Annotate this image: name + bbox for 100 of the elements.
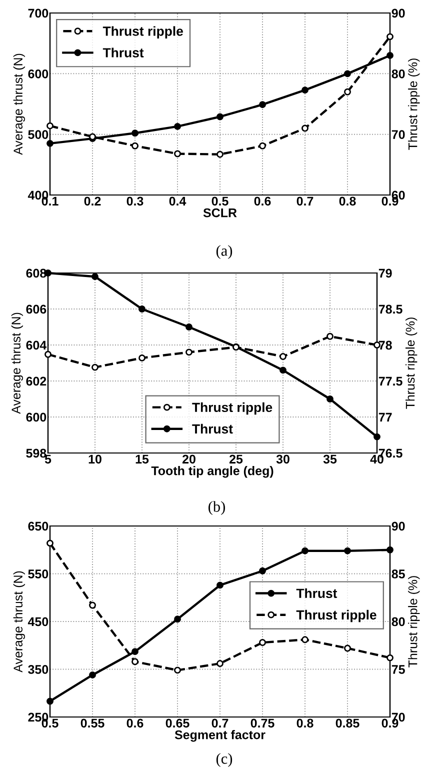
legend-label: Thrust ripple	[102, 26, 183, 38]
point	[302, 86, 308, 94]
y-tick-label: 550	[28, 570, 48, 578]
x-axis-title: Segment factor	[174, 730, 266, 742]
y-axis-title: Average thrust (N)	[11, 312, 23, 414]
y2-tick-label: 78.5	[378, 304, 402, 314]
legend-label: Thrust	[192, 424, 233, 434]
point	[344, 547, 351, 554]
point	[216, 113, 224, 120]
x-tick-label: 0.5	[212, 196, 228, 206]
point	[174, 150, 181, 158]
y2-tick-label: 77.5	[378, 376, 402, 386]
legend-label: Thrust ripple	[296, 610, 376, 622]
point	[132, 658, 138, 666]
y2-tick-label: 70	[392, 130, 405, 139]
point	[302, 636, 308, 644]
y-tick-label: 450	[28, 617, 48, 626]
x-tick-label: 0.75	[250, 718, 274, 728]
y2-axis-title: Thrust ripple (%)	[405, 318, 418, 409]
point	[186, 348, 192, 356]
y2-tick-label: 75	[392, 665, 405, 674]
point	[138, 306, 146, 312]
y-tick-label: 600	[26, 412, 46, 422]
point	[259, 142, 266, 150]
y-tick-label: 598	[26, 448, 46, 458]
x-axis-title: SCLR	[203, 208, 237, 218]
y-axis-title: Average thrust (N)	[13, 571, 25, 672]
x-tick-label: 0.8	[339, 196, 356, 206]
y-tick-label: 600	[28, 69, 48, 78]
point	[216, 660, 224, 667]
x-tick-label: 0.6	[126, 718, 144, 728]
y2-tick-label: 85	[392, 570, 405, 578]
point	[138, 354, 146, 362]
point	[92, 273, 98, 280]
point	[344, 644, 351, 652]
point	[216, 150, 224, 158]
x-tick-label: 30	[276, 454, 290, 464]
y2-tick-label: 80	[392, 617, 405, 626]
point	[259, 639, 266, 646]
point	[259, 101, 266, 108]
point	[280, 353, 286, 360]
text: (b)	[208, 501, 225, 515]
point	[280, 366, 286, 374]
point	[89, 672, 96, 678]
y2-tick-label: 77	[378, 412, 392, 422]
y2-tick-label: 80	[392, 69, 405, 78]
y2-tick-label: 90	[392, 8, 405, 18]
legend-label: Thrust	[296, 588, 338, 598]
point	[92, 364, 98, 371]
x-tick-label: 0.65	[166, 718, 190, 728]
legend-label: Thrust ripple	[192, 402, 272, 415]
x-tick-label: 0.4	[169, 196, 186, 206]
x-tick-label: 5	[44, 454, 52, 464]
point	[46, 540, 54, 547]
point	[174, 616, 181, 623]
y-tick-label: 650	[28, 522, 48, 531]
y-tick-label: 604	[26, 340, 47, 350]
x-tick-label: 20	[182, 454, 196, 464]
point	[44, 350, 52, 358]
point	[259, 567, 266, 574]
x-tick-label: 0.3	[126, 196, 144, 206]
point	[186, 324, 192, 330]
x-tick-label: 0.85	[336, 718, 360, 728]
x-tick-label: 0.6	[254, 196, 271, 206]
point	[46, 122, 54, 130]
x-tick-label: 0.7	[296, 196, 314, 206]
point	[326, 332, 334, 340]
x-tick-label: 0.55	[80, 718, 104, 728]
x-tick-label: 0.7	[212, 718, 228, 728]
x-tick-label: 15	[136, 454, 149, 464]
y2-tick-label: 79	[378, 268, 392, 278]
point	[344, 88, 351, 96]
point	[89, 602, 96, 609]
point	[174, 666, 181, 674]
point	[174, 122, 181, 130]
point	[344, 70, 351, 78]
y-tick-label: 700	[28, 8, 48, 18]
text: (c)	[216, 753, 232, 767]
y-tick-label: 350	[28, 665, 48, 674]
point	[132, 142, 138, 150]
x-tick-label: 10	[88, 454, 102, 464]
y2-axis-title: Thrust ripple (%)	[408, 576, 420, 668]
point	[386, 33, 394, 40]
point	[302, 547, 308, 554]
x-tick-label: 25	[229, 454, 243, 464]
x-tick-label: 0.8	[296, 718, 314, 728]
point	[326, 396, 334, 402]
y2-axis-title: Thrust ripple (%)	[408, 58, 420, 150]
y-axis-title: Average thrust (N)	[13, 54, 25, 155]
point	[132, 130, 138, 137]
point	[386, 654, 394, 662]
y-tick-label: 602	[26, 376, 46, 386]
point	[302, 124, 308, 132]
y-tick-label: 500	[28, 130, 48, 139]
point	[216, 582, 224, 589]
x-tick-label: 0.2	[84, 196, 101, 206]
y2-tick-label: 90	[392, 522, 405, 531]
x-tick-label: 35	[323, 454, 337, 464]
text: (a)	[216, 245, 232, 259]
x-axis-title: Tooth tip angle (deg)	[151, 466, 274, 478]
